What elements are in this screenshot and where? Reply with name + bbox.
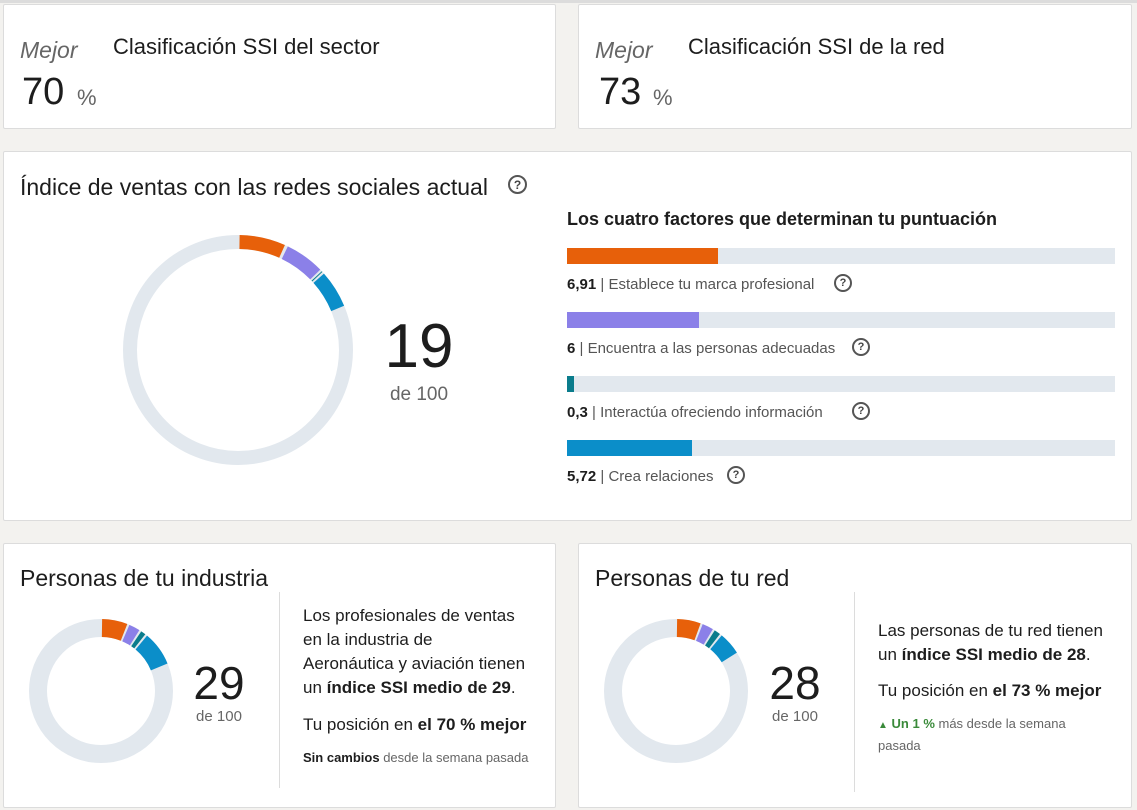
donut-segment <box>311 271 323 282</box>
factor-bar-people <box>567 312 1115 328</box>
network-score-of: de 100 <box>772 708 818 725</box>
donut-segment <box>710 635 737 663</box>
industry-score-of: de 100 <box>196 708 242 725</box>
network-rank-value: 73 <box>599 71 642 113</box>
help-icon[interactable]: ? <box>852 402 870 420</box>
industry-score: 29 <box>193 657 245 709</box>
current-ssi-title: Índice de ventas con las redes sociales … <box>20 174 488 200</box>
current-ssi-score: 19 <box>384 312 454 381</box>
current-ssi-card: Índice de ventas con las redes sociales … <box>3 151 1132 521</box>
donut-segment <box>695 624 713 645</box>
sector-rank-card: Mejor 70 % Clasificación SSI del sector <box>3 4 556 129</box>
donut-segment <box>281 246 321 280</box>
factor-name: Interactúa ofreciendo información <box>600 404 823 421</box>
current-ssi-donut <box>123 235 353 465</box>
network-rank-label: Mejor <box>595 37 653 63</box>
network-position: Tu posición en el 73 % mejor <box>878 681 1102 700</box>
desc-line: un índice SSI medio de 29. <box>303 678 516 697</box>
industry-description: Los profesionales de ventas en la indust… <box>303 604 548 700</box>
network-score: 28 <box>769 657 821 709</box>
help-icon[interactable]: ? <box>727 466 745 484</box>
desc-line: Los profesionales de ventas <box>303 606 515 625</box>
donut-segment <box>135 635 168 671</box>
donut-track <box>604 619 748 763</box>
industry-donut <box>29 619 173 763</box>
up-arrow-icon: ▲ <box>878 720 888 731</box>
factor-bar-fill <box>567 376 574 392</box>
donut-segment <box>704 630 720 649</box>
factor-value: 0,3 <box>567 404 588 421</box>
donut-segment <box>131 631 146 649</box>
network-title: Personas de tu red <box>595 565 790 591</box>
desc-line: Las personas de tu red tienen <box>878 621 1103 640</box>
factor-bar-fill <box>567 248 719 264</box>
factor-bar-brand <box>567 248 1115 264</box>
sector-rank-unit: % <box>77 85 97 110</box>
factor-bar-fill <box>567 312 699 328</box>
network-rank-card: Mejor 73 % Clasificación SSI de la red <box>578 4 1132 129</box>
factor-bar-insights <box>567 376 1115 392</box>
industry-change: Sin cambios desde la semana pasada <box>303 750 529 765</box>
factor-value: 6 <box>567 340 576 357</box>
factors-title: Los cuatro factores que determinan tu pu… <box>567 209 998 229</box>
sector-rank-value: 70 <box>22 71 65 113</box>
current-ssi-score-of: de 100 <box>389 384 449 405</box>
factor-name: Encuentra a las personas adecuadas <box>587 340 836 357</box>
industry-position: Tu posición en el 70 % mejor <box>303 715 527 734</box>
factor-label-brand: 6,91 | Establece tu marca profesional <box>567 276 815 293</box>
top-border <box>0 0 1137 3</box>
donut-track <box>29 619 173 763</box>
industry-title: Personas de tu industria <box>20 565 269 591</box>
network-rank-title: Clasificación SSI de la red <box>688 34 945 59</box>
factor-name: Crea relaciones <box>608 468 714 485</box>
network-card: Personas de tu red 28 de 100 Las persona… <box>578 543 1132 808</box>
factor-bar-fill <box>567 440 693 456</box>
factor-label-insights: 0,3 | Interactúa ofreciendo información <box>567 404 823 421</box>
help-icon[interactable]: ? <box>508 175 527 194</box>
network-donut <box>604 619 748 763</box>
factor-bar-relationships <box>567 440 1115 456</box>
desc-line: Aeronáutica y aviación tienen <box>303 654 526 673</box>
network-description: Las personas de tu red tienen un índice … <box>878 619 1123 667</box>
industry-card: Personas de tu industria 29 de 100 Los p… <box>3 543 556 808</box>
donut-segment <box>239 235 285 258</box>
network-rank-unit: % <box>653 85 673 110</box>
help-icon[interactable]: ? <box>834 274 852 292</box>
factor-label-relationships: 5,72 | Crea relaciones <box>567 468 714 485</box>
desc-line: en la industria de <box>303 630 433 649</box>
factor-label-people: 6 | Encuentra a las personas adecuadas <box>567 340 836 357</box>
factor-value: 6,91 <box>567 276 597 293</box>
donut-segment <box>122 624 140 646</box>
donut-track <box>123 235 353 465</box>
divider <box>854 592 855 792</box>
donut-segment <box>313 273 345 312</box>
desc-line: un índice SSI medio de 28. <box>878 645 1091 664</box>
donut-segment <box>676 619 701 641</box>
donut-segment <box>101 619 128 641</box>
factor-name: Establece tu marca profesional <box>608 276 815 293</box>
network-change: ▲ Un 1 % más desde la semana pasada <box>878 716 1066 753</box>
sector-rank-title: Clasificación SSI del sector <box>113 34 380 59</box>
divider <box>279 592 280 788</box>
help-icon[interactable]: ? <box>852 338 870 356</box>
factor-value: 5,72 <box>567 468 597 485</box>
sector-rank-label: Mejor <box>20 37 78 63</box>
